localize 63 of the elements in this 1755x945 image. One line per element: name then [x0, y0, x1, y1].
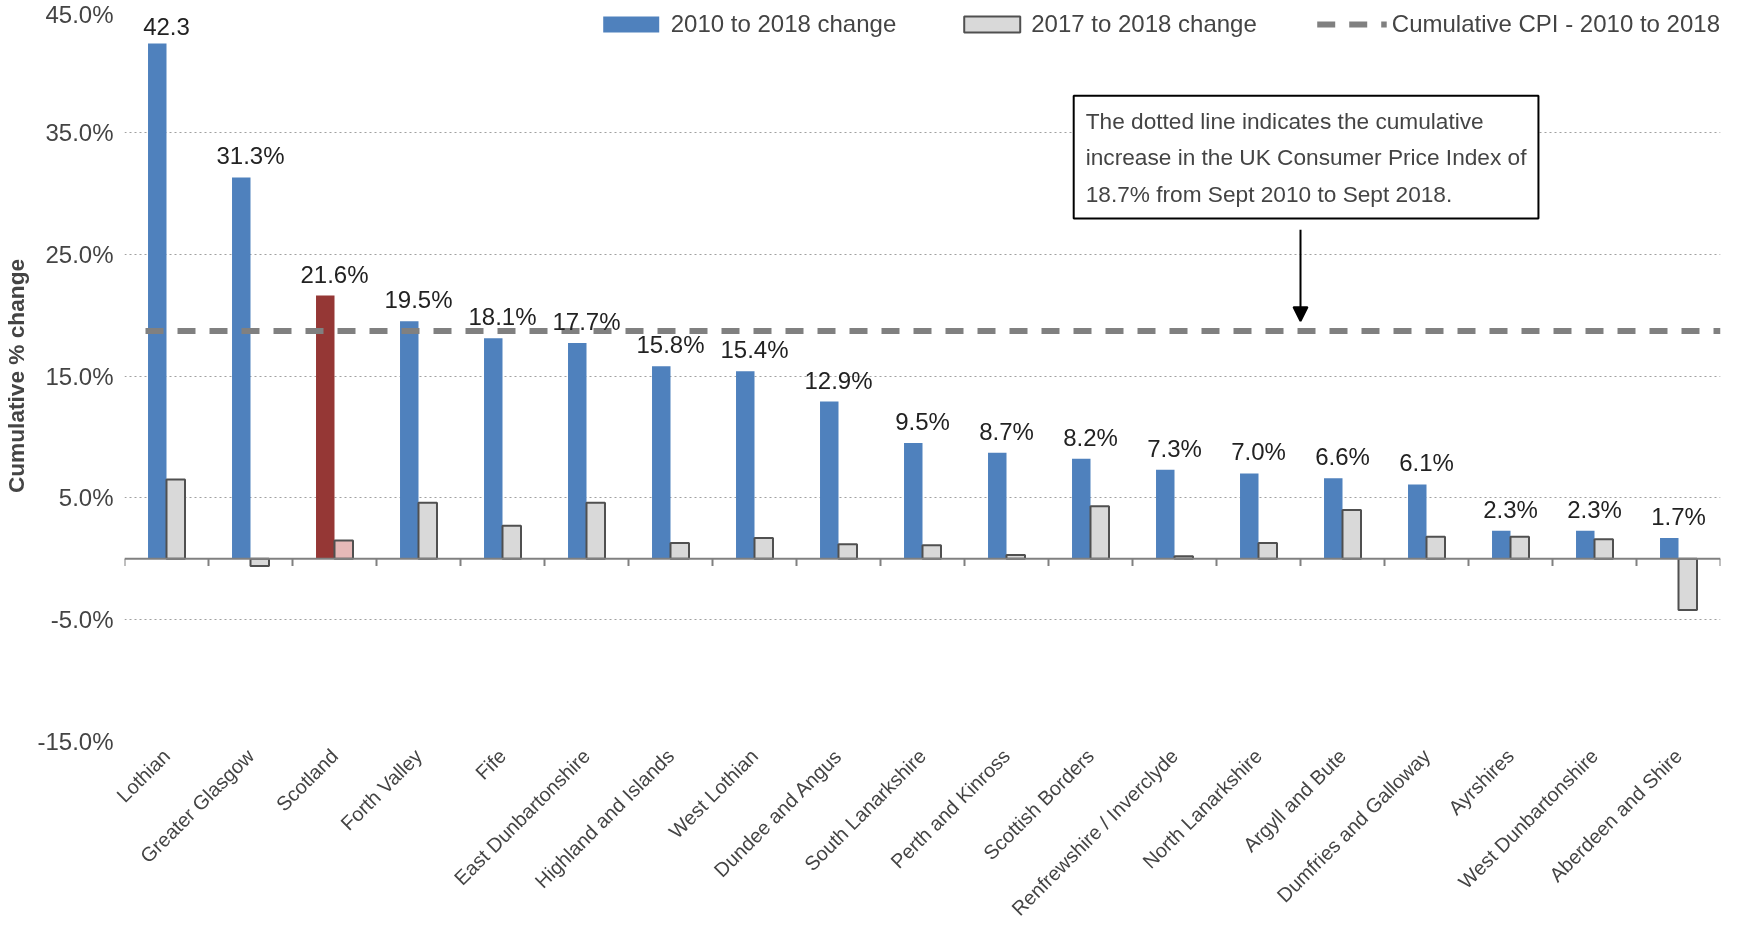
y-tick-label: 5.0% [58, 484, 114, 512]
bar [1677, 557, 1698, 611]
data-label: 19.5% [384, 286, 453, 314]
bar [1240, 473, 1259, 559]
bar [904, 443, 923, 559]
bar [1089, 505, 1110, 560]
y-tick-label: -15.0% [37, 728, 114, 755]
bar [316, 295, 335, 559]
data-label: 2.3% [1483, 495, 1538, 523]
bar [1425, 535, 1446, 560]
data-label: 42.3 [143, 13, 190, 41]
bar [736, 371, 755, 559]
data-label: 31.3% [216, 142, 285, 170]
bar [1593, 538, 1614, 560]
y-tick-label: 25.0% [45, 240, 114, 268]
bar [484, 338, 503, 559]
bar [921, 544, 942, 560]
data-label: 9.5% [895, 408, 950, 436]
bar [1072, 458, 1091, 559]
data-label: 6.1% [1399, 449, 1454, 477]
bar [232, 177, 251, 559]
data-label: 8.7% [979, 417, 1034, 445]
bar [148, 43, 167, 559]
y-tick-label: 35.0% [45, 118, 114, 146]
y-axis-title: Cumulative % change [3, 258, 30, 494]
data-label: 7.0% [1231, 438, 1286, 466]
data-label: 6.6% [1315, 443, 1370, 471]
bar [165, 478, 186, 560]
data-label: 15.8% [636, 331, 705, 359]
bar [1341, 509, 1362, 560]
bar [1408, 484, 1427, 559]
bar [585, 501, 606, 560]
data-label: 17.7% [552, 308, 621, 336]
bar [652, 366, 671, 559]
bar [501, 524, 522, 560]
bar [1509, 535, 1530, 560]
data-label: 2.3% [1567, 495, 1622, 523]
bar [988, 452, 1007, 559]
data-label: 15.4% [720, 336, 789, 364]
y-tick-label: 15.0% [45, 362, 114, 390]
bar [417, 501, 438, 560]
annotation: The dotted line indicates the cumulative increase in the UK Consumer Price Index of 18.7% from Sept 2010 to Sept 2018. [1085, 107, 1528, 207]
bar [1660, 538, 1679, 559]
bar [1156, 469, 1175, 559]
data-label: 12.9% [804, 366, 873, 394]
bar [568, 343, 587, 559]
bar [1576, 530, 1595, 559]
data-label: 8.2% [1063, 423, 1118, 451]
bar [400, 321, 419, 559]
data-label: 21.6% [300, 260, 369, 288]
data-label: 18.1% [468, 303, 537, 331]
y-tick-label: -5.0% [50, 606, 114, 634]
bar [820, 401, 839, 559]
y-tick-label: 45.0% [45, 0, 114, 28]
bar [333, 539, 354, 560]
legend-label: Cumulative CPI - 2010 to 2018 [1391, 10, 1720, 38]
legend-label: 2017 to 2018 change [1031, 10, 1257, 38]
bar [753, 537, 774, 560]
data-label: 1.7% [1651, 503, 1706, 531]
bar [1324, 478, 1343, 559]
bar [1492, 530, 1511, 559]
data-label: 7.3% [1147, 434, 1202, 462]
legend-label: 2010 to 2018 change [670, 10, 897, 38]
